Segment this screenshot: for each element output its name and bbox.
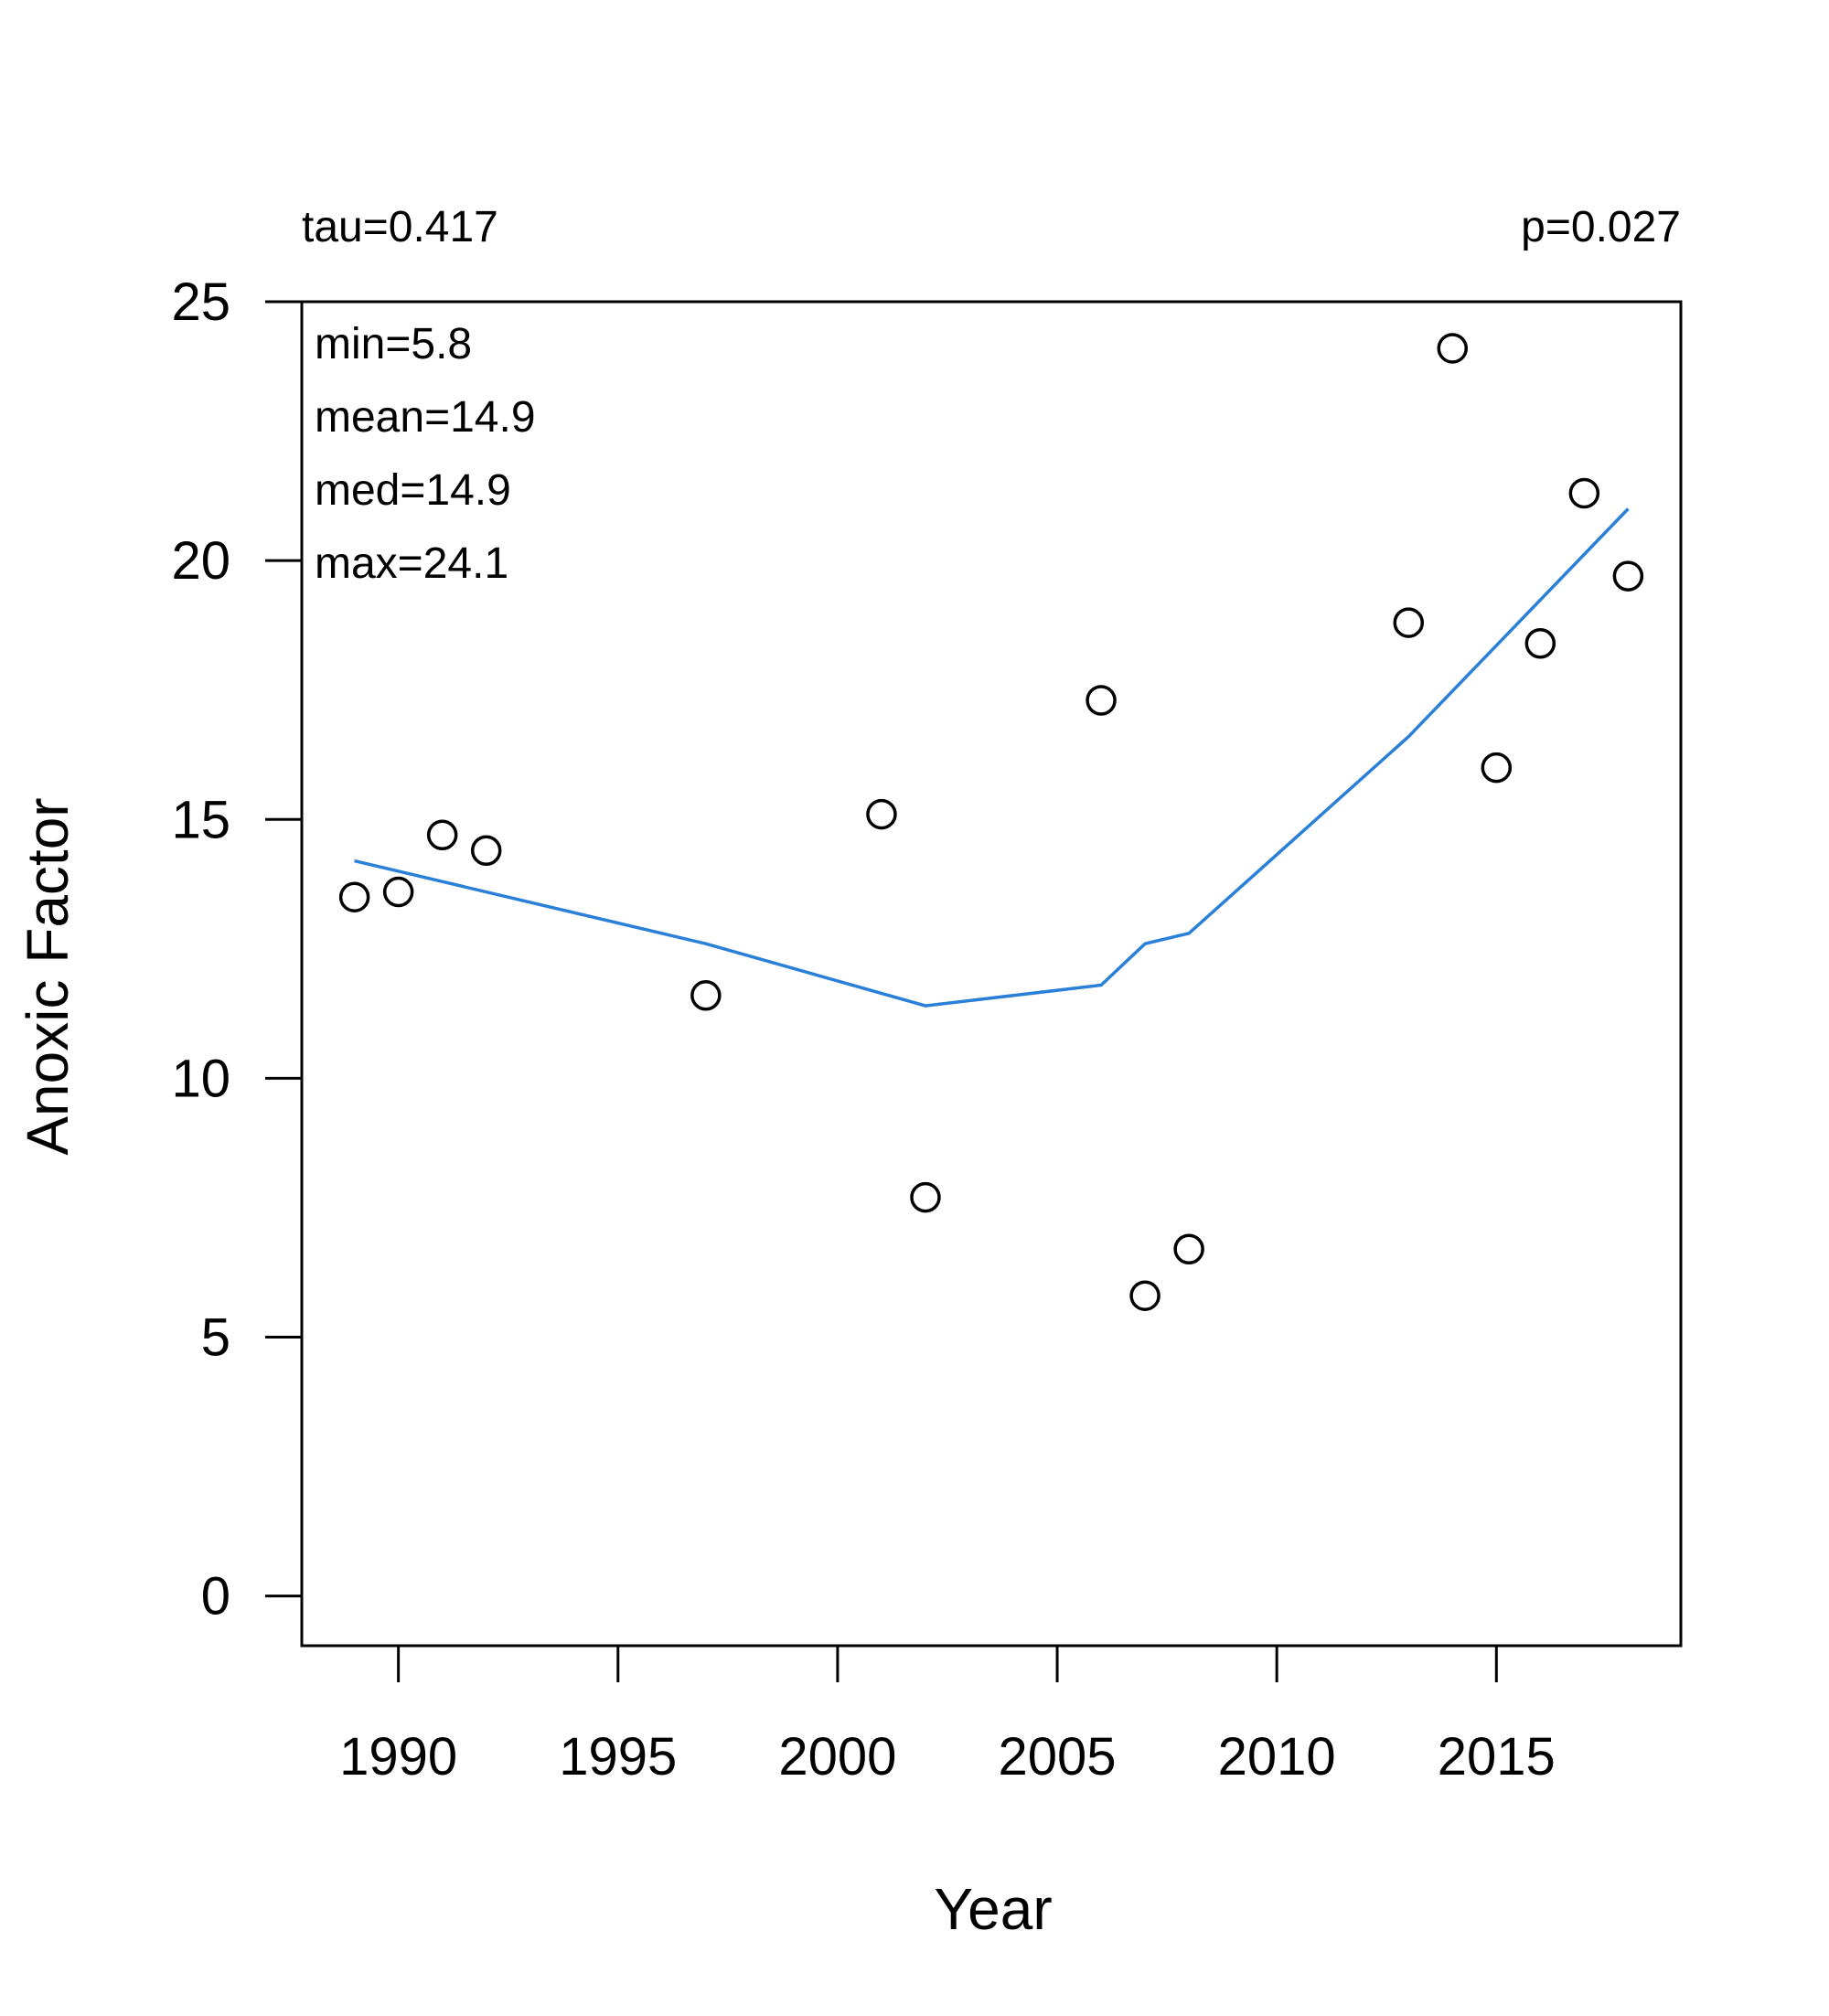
data-point (1437, 333, 1469, 364)
plot-area: 0 5 10 15 20 25 1990 1995 2000 2005 2010 2015 (171, 272, 1683, 1787)
y-tick-label: 5 (201, 1308, 230, 1368)
data-point (1173, 1233, 1204, 1264)
data-point (866, 798, 897, 830)
data-point (1129, 1280, 1161, 1311)
data-point (690, 980, 722, 1011)
median-annotation: med=14.9 (315, 466, 511, 515)
x-tick-label: 2015 (1438, 1727, 1556, 1787)
data-point (470, 835, 502, 866)
x-tick-label: 1990 (339, 1727, 457, 1787)
x-axis-title: Year (934, 1876, 1052, 1942)
data-point (1481, 752, 1513, 784)
data-point (1612, 560, 1644, 592)
y-tick-label: 20 (171, 531, 230, 591)
tau-annotation: tau=0.417 (302, 203, 498, 251)
x-tick-label: 1995 (559, 1727, 677, 1787)
data-point (338, 881, 370, 912)
y-tick-label: 15 (171, 790, 230, 849)
x-tick-label: 2005 (999, 1727, 1117, 1787)
data-point (1393, 607, 1424, 638)
p-value-annotation: p=0.027 (1521, 203, 1681, 251)
data-point (910, 1181, 941, 1213)
data-point (1086, 685, 1117, 716)
y-tick-label: 0 (201, 1567, 230, 1627)
data-point (382, 876, 414, 908)
data-point (1568, 477, 1600, 509)
y-tick-label: 10 (171, 1049, 230, 1108)
data-point (1524, 627, 1556, 659)
max-annotation: max=24.1 (315, 539, 508, 588)
y-axis-title: Anoxic Factor (15, 797, 80, 1155)
mean-annotation: mean=14.9 (315, 393, 536, 442)
x-tick-label: 2000 (778, 1727, 896, 1787)
min-annotation: min=5.8 (315, 320, 472, 368)
x-tick-label: 2010 (1218, 1727, 1336, 1787)
trend-line (354, 507, 1630, 1008)
plot-frame (300, 300, 1683, 1648)
y-tick-label: 25 (171, 272, 230, 332)
data-point (426, 819, 458, 850)
